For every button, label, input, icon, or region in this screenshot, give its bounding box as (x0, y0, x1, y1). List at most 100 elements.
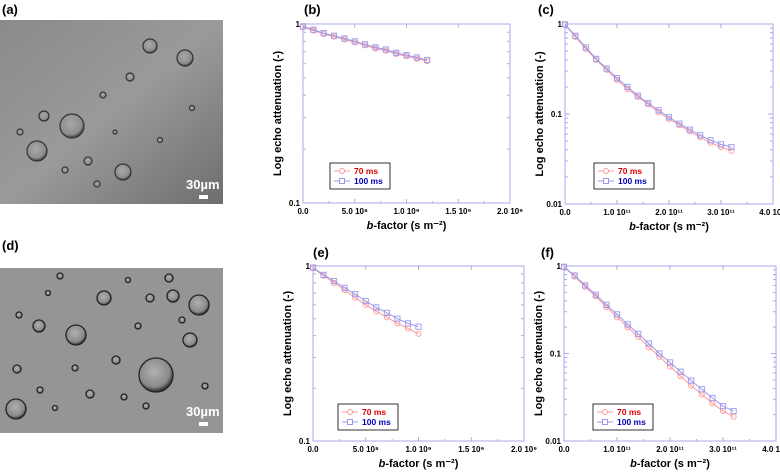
panel-label-f: (f) (541, 245, 554, 260)
data-point (383, 314, 390, 321)
legend-marker (339, 178, 345, 184)
data-point (677, 368, 684, 375)
data-point (403, 52, 410, 59)
data-point (362, 301, 369, 308)
legend-marker (603, 168, 609, 174)
x-tick-label: 1.0 10⁹ (393, 207, 419, 216)
data-point (635, 330, 642, 337)
data-point (593, 55, 600, 62)
x-tick-label: 0.0 (558, 445, 570, 454)
data-point (560, 263, 568, 270)
scale-bar-d (199, 422, 208, 426)
data-point (383, 309, 390, 316)
legend-marker (339, 168, 345, 174)
x-axis-label: b-factor (s m⁻²) (367, 220, 447, 232)
panel-label-e: (e) (313, 245, 329, 260)
data-point (728, 143, 735, 151)
y-axis-label: Log echo attenuation (-) (533, 291, 545, 417)
x-tick-label: 1.0 10⁹ (405, 445, 431, 454)
chart-c: 0.0 1.0 10¹¹ 2.0 10¹¹ 3.0 10¹¹ 4.0 10¹¹ 1 0.1 0… (534, 20, 780, 233)
y-tick-label: 1 (558, 20, 563, 29)
data-point (373, 304, 380, 311)
data-point (666, 363, 674, 370)
data-point (424, 56, 431, 63)
panel-label-a: (a) (2, 2, 18, 17)
data-point (394, 320, 401, 327)
x-axis-label: b-factor (s m⁻²) (630, 458, 710, 470)
y-tick-label: 0.1 (289, 199, 301, 208)
x-tick-label: 0.0 (559, 208, 571, 217)
data-point (613, 311, 621, 318)
x-tick-label: 1.5 10⁹ (458, 445, 484, 454)
series-line (563, 266, 734, 412)
data-point (394, 315, 401, 322)
data-point (709, 394, 716, 402)
panel-label-c: (c) (538, 2, 554, 17)
legend-marker (602, 409, 608, 415)
chart-b: 0.0 5.0 10⁸ 1.0 10⁹ 1.5 10⁹ 2.0 10⁹ 1 0.1 b-fac… (272, 20, 523, 232)
data-point (613, 75, 621, 82)
x-tick-label: 0.0 (307, 445, 319, 454)
x-axis-label: b-factor (s m⁻²) (379, 458, 459, 470)
data-point (717, 141, 725, 148)
data-point (415, 330, 422, 337)
y-tick-label: 1 (557, 262, 562, 271)
legend-label: 70 ms (618, 166, 642, 176)
data-point (645, 340, 652, 347)
y-axis-label: Log echo attenuation (-) (282, 291, 294, 417)
y-tick-label: 1 (296, 20, 301, 29)
legend-label: 70 ms (362, 407, 386, 417)
data-point (561, 21, 569, 28)
data-point (645, 344, 652, 351)
data-point (665, 114, 673, 121)
data-point (677, 373, 684, 380)
x-tick-label: 5.0 10⁸ (342, 207, 368, 216)
y-tick-label: 0.1 (551, 110, 563, 119)
data-point (656, 350, 663, 357)
x-tick-label: 3.0 10¹¹ (707, 208, 735, 217)
data-point (688, 377, 695, 384)
data-point (341, 284, 348, 291)
legend-marker (347, 419, 353, 425)
series-line (302, 26, 428, 62)
y-axis-label: Log echo attenuation (-) (272, 51, 284, 177)
data-point (676, 120, 683, 127)
x-tick-label: 3.0 10¹¹ (709, 445, 737, 454)
x-tick-label: 2.0 10¹¹ (656, 445, 684, 454)
data-point (331, 32, 338, 39)
y-tick-label: 1 (306, 262, 311, 271)
scale-text-a: 30µm (186, 177, 220, 192)
data-point (415, 323, 422, 330)
data-point (372, 44, 379, 51)
data-point (728, 147, 735, 154)
x-tick-label: 2.0 10⁹ (497, 207, 523, 216)
x-tick-label: 2.0 10¹¹ (655, 208, 683, 217)
data-point (404, 320, 412, 327)
data-point (603, 65, 610, 72)
data-point (572, 32, 579, 39)
legend-marker (347, 409, 353, 415)
y-tick-label: 0.1 (299, 437, 311, 446)
data-point (331, 278, 338, 285)
data-point (666, 359, 674, 366)
x-tick-label: 2.0 10⁹ (511, 445, 537, 454)
data-point (634, 92, 641, 99)
panel-label-b: (b) (304, 2, 321, 17)
y-tick-label: 0.01 (546, 200, 562, 209)
legend-label: 100 ms (362, 417, 391, 427)
data-point (352, 294, 359, 301)
data-point (362, 298, 369, 305)
micrograph-d-image (0, 268, 223, 433)
series-line (564, 24, 732, 148)
legend-marker (602, 419, 608, 425)
legend-box (593, 162, 655, 190)
data-point (582, 282, 589, 289)
micrograph-d: 30µm (0, 268, 223, 433)
data-point (571, 272, 578, 279)
legend-label: 100 ms (618, 176, 647, 186)
legend-marker (603, 178, 609, 184)
data-point (373, 308, 380, 315)
legend-label: 70 ms (617, 407, 641, 417)
x-tick-label: 1.0 10¹¹ (603, 208, 631, 217)
legend-box (592, 403, 654, 431)
